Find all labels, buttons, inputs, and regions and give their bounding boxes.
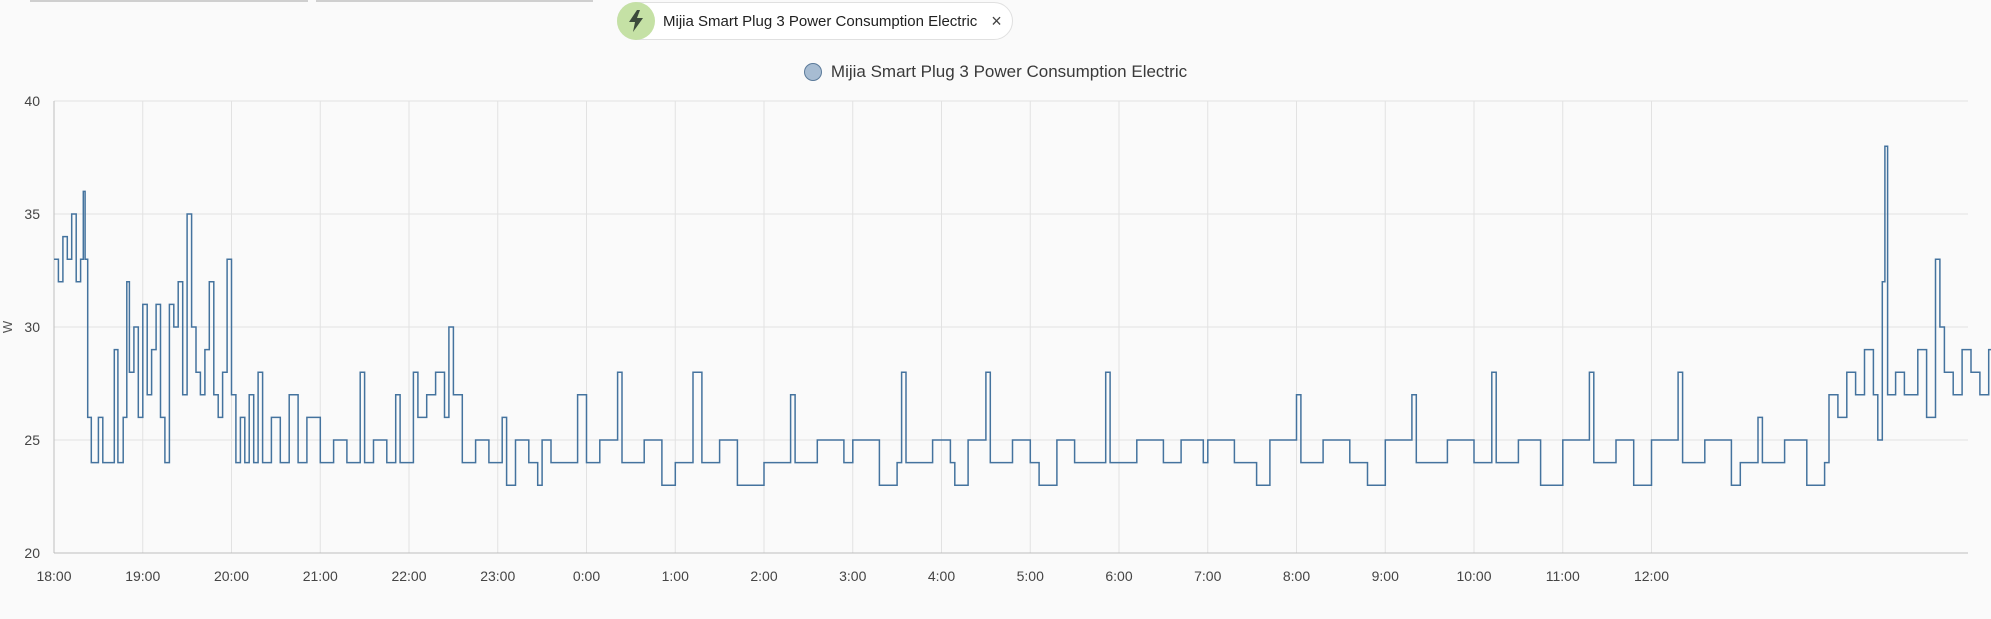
entity-chip[interactable]: Mijia Smart Plug 3 Power Consumption Ele… xyxy=(617,2,1013,40)
x-tick-label: 2:00 xyxy=(750,568,777,584)
x-tick-label: 1:00 xyxy=(662,568,689,584)
y-tick-label: 40 xyxy=(24,93,40,109)
x-tick-label: 11:00 xyxy=(1546,568,1580,584)
x-tick-label: 12:00 xyxy=(1634,568,1669,584)
x-tick-label: 7:00 xyxy=(1194,568,1221,584)
legend-label: Mijia Smart Plug 3 Power Consumption Ele… xyxy=(830,62,1188,81)
chip-close-icon[interactable]: × xyxy=(991,11,1002,31)
legend-swatch xyxy=(803,63,822,81)
x-tick-label: 9:00 xyxy=(1372,568,1399,584)
x-tick-label: 6:00 xyxy=(1105,568,1132,584)
x-tick-label: 22:00 xyxy=(391,568,426,584)
x-tick-label: 0:00 xyxy=(573,568,600,584)
x-tick-label: 5:00 xyxy=(1017,568,1044,584)
series-line xyxy=(54,145,1991,486)
x-tick-label: 4:00 xyxy=(928,568,955,584)
y-tick-label: 25 xyxy=(24,432,40,448)
legend-item[interactable]: Mijia Smart Plug 3 Power Consumption Ele… xyxy=(803,62,1188,82)
x-tick-label: 19:00 xyxy=(125,568,160,584)
x-tick-label: 18:00 xyxy=(36,568,71,584)
x-tick-label: 3:00 xyxy=(839,568,866,584)
y-tick-label: 20 xyxy=(24,545,40,561)
y-tick-label: 35 xyxy=(24,206,40,222)
y-tick-label: 30 xyxy=(24,319,40,335)
x-tick-label: 10:00 xyxy=(1456,568,1491,584)
previous-chip-divider-right xyxy=(316,0,593,2)
x-tick-label: 20:00 xyxy=(214,568,249,584)
entity-chip-label: Mijia Smart Plug 3 Power Consumption Ele… xyxy=(663,12,978,30)
previous-chip-divider-left xyxy=(30,0,308,2)
x-tick-label: 8:00 xyxy=(1283,568,1310,584)
x-tick-label: 23:00 xyxy=(480,568,515,584)
y-axis-label: W xyxy=(0,320,15,333)
x-tick-label: 21:00 xyxy=(303,568,338,584)
flash-icon xyxy=(617,2,655,40)
chart-legend: Mijia Smart Plug 3 Power Consumption Ele… xyxy=(0,62,1991,82)
